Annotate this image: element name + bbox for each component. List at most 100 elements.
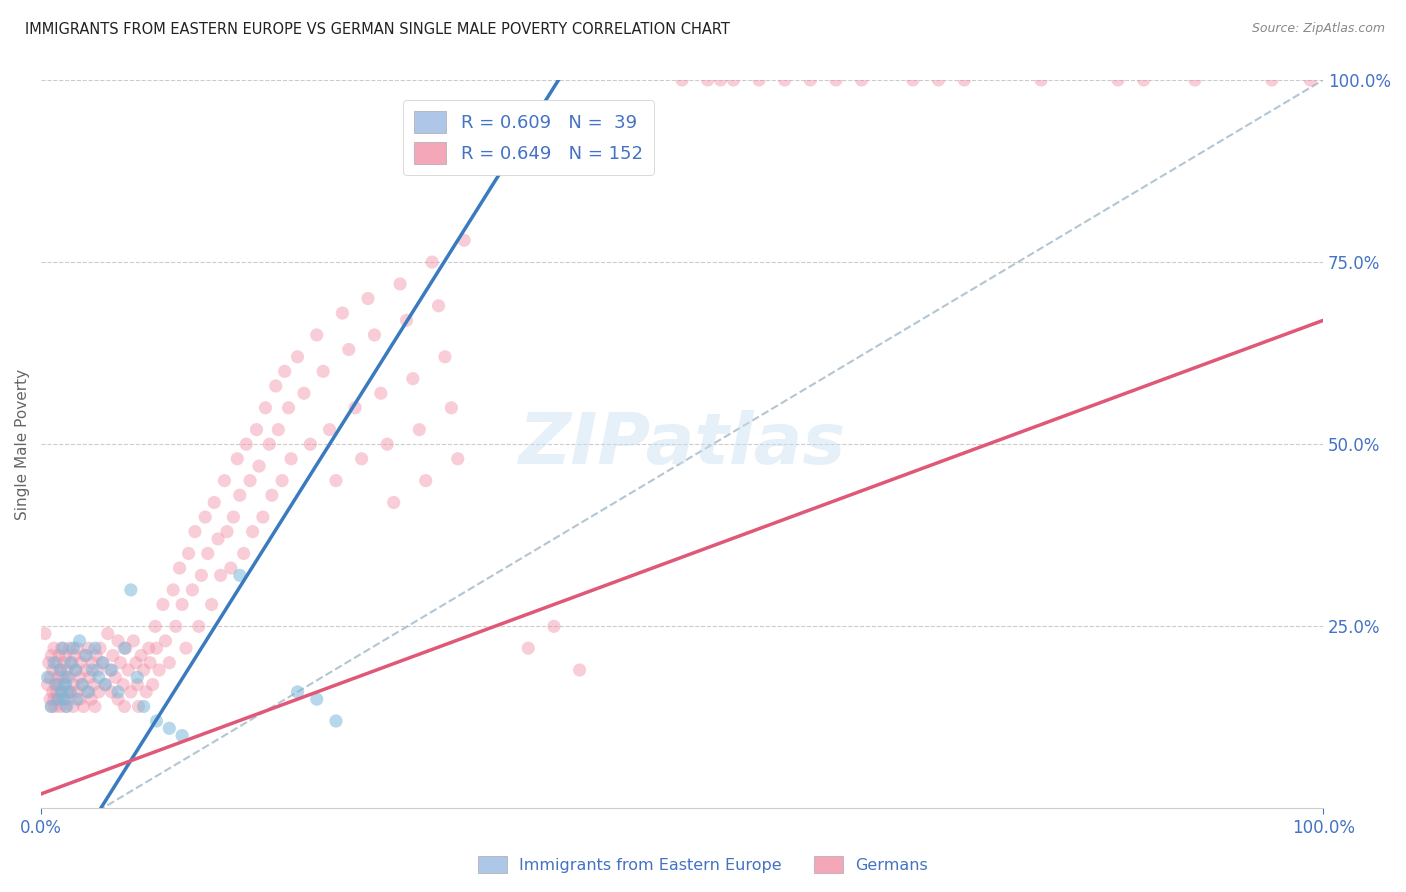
Point [207,532,229,546]
Point [1029,73,1052,87]
Point [86,663,108,677]
Point [72,699,94,714]
Point [174,641,197,656]
Point [52,692,75,706]
Point [254,401,277,415]
Point [46,692,69,706]
Point [70,656,93,670]
Point [97,626,120,640]
Point [710,73,733,87]
Point [696,73,718,87]
Point [799,73,821,87]
Point [517,641,540,656]
Point [55,699,77,714]
Point [1299,73,1322,87]
Point [127,670,149,684]
Point [34,626,56,640]
Point [114,641,136,656]
Point [277,401,299,415]
Point [59,685,82,699]
Point [271,474,294,488]
Point [63,648,86,663]
Point [55,685,77,699]
Point [49,699,72,714]
Point [46,692,69,706]
Point [91,656,114,670]
Point [120,685,142,699]
Point [370,386,392,401]
Point [427,299,450,313]
Point [197,546,219,560]
Point [100,663,122,677]
Point [51,641,73,656]
Point [1132,73,1154,87]
Point [312,364,335,378]
Point [66,685,89,699]
Point [84,648,107,663]
Point [252,510,274,524]
Point [447,451,470,466]
Point [125,656,148,670]
Point [363,327,385,342]
Point [39,692,62,706]
Point [325,474,347,488]
Point [226,451,249,466]
Point [162,582,184,597]
Point [543,619,565,633]
Point [127,677,149,691]
Point [41,685,63,699]
Point [748,73,770,87]
Point [953,73,976,87]
Point [70,677,93,691]
Point [177,546,200,560]
Point [344,401,367,415]
Point [56,692,79,706]
Point [41,648,63,663]
Point [62,677,84,691]
Text: IMMIGRANTS FROM EASTERN EUROPE VS GERMAN SINGLE MALE POVERTY CORRELATION CHART: IMMIGRANTS FROM EASTERN EUROPE VS GERMAN… [25,22,730,37]
Point [229,488,252,502]
Point [337,343,360,357]
Point [42,641,65,656]
Point [46,670,69,684]
Point [62,641,84,656]
Point [138,641,160,656]
Point [41,663,63,677]
Point [52,670,75,684]
Point [58,641,80,656]
Point [148,663,170,677]
Point [128,699,150,714]
Point [194,510,217,524]
Point [129,648,152,663]
Point [101,648,124,663]
Point [145,714,167,728]
Point [53,677,76,691]
Point [901,73,924,87]
Point [39,670,62,684]
Point [723,73,745,87]
Point [155,633,177,648]
Point [440,401,463,415]
Point [280,451,302,466]
Point [55,699,77,714]
Point [107,692,129,706]
Point [73,648,96,663]
Point [395,313,418,327]
Point [165,619,187,633]
Point [55,677,77,691]
Point [202,495,225,509]
Point [139,656,162,670]
Point [55,670,77,684]
Point [117,663,139,677]
Text: Source: ZipAtlas.com: Source: ZipAtlas.com [1251,22,1385,36]
Point [65,663,87,677]
Point [357,292,380,306]
Y-axis label: Single Male Poverty: Single Male Poverty [15,368,30,520]
Point [76,685,98,699]
Point [91,656,114,670]
Point [49,663,72,677]
Point [107,633,129,648]
Point [87,685,110,699]
Point [45,685,67,699]
Point [325,714,347,728]
